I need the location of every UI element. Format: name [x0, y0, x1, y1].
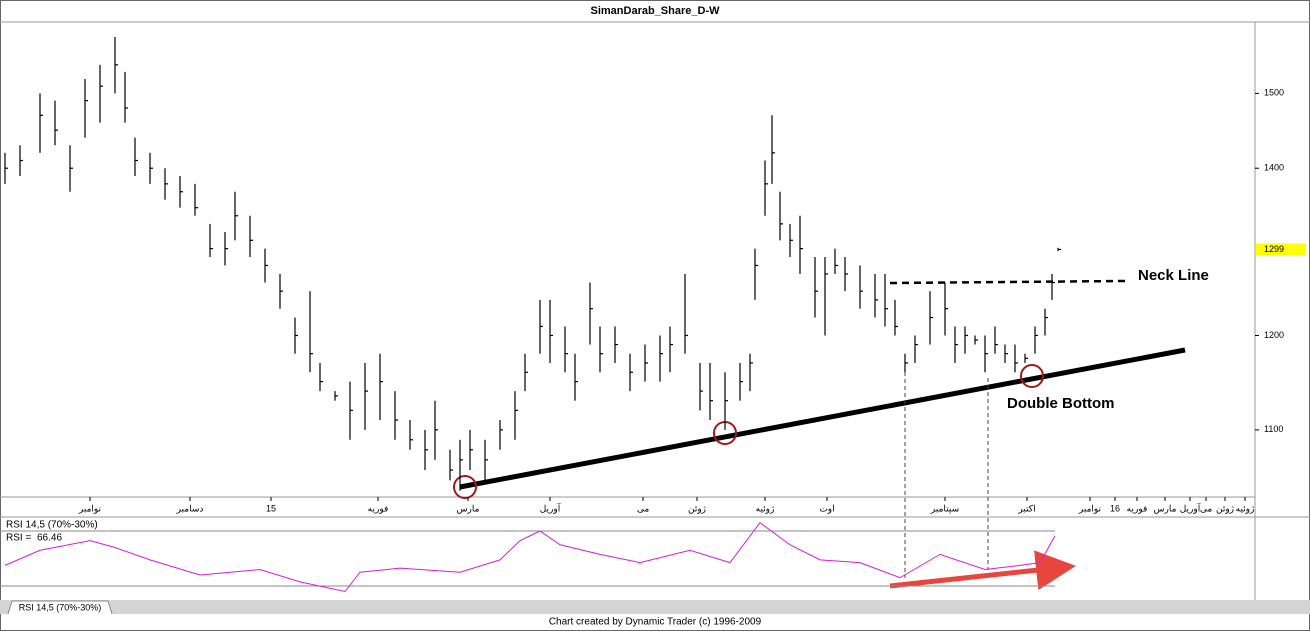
- x-tick-label: اوت: [819, 503, 834, 514]
- annotation: Neck Line: [1138, 267, 1209, 284]
- x-tick-label: آوریل: [540, 502, 561, 514]
- x-tick-label: مارس: [457, 503, 480, 514]
- x-tick-label: دسامبر: [176, 503, 204, 514]
- x-tick-label: 15: [266, 503, 276, 513]
- rsi-value: 66.46: [37, 533, 62, 544]
- x-tick-label: آوریل: [1180, 502, 1201, 514]
- y-tick-label: 1100: [1264, 424, 1283, 434]
- x-tick-label: می: [1200, 503, 1213, 513]
- x-tick-label: ژوئن: [1216, 503, 1234, 514]
- tab[interactable]: [7, 600, 113, 615]
- x-tick-label: سپتامبر: [930, 503, 959, 514]
- footer: Chart created by Dynamic Trader (c) 1996…: [549, 617, 762, 628]
- x-tick-label: ژوئیه: [1236, 503, 1255, 514]
- tab-strip: [0, 600, 1310, 614]
- y-tick-label: 1200: [1264, 330, 1284, 340]
- neck-line: [889, 279, 1126, 285]
- x-tick-label: می: [637, 503, 650, 513]
- tab-label[interactable]: RSI 14,5 (70%-30%): [19, 602, 102, 612]
- rsi-title: RSI 14,5 (70%-30%): [6, 520, 98, 531]
- chart-title: SimanDarab_Share_D-W: [591, 5, 721, 17]
- y-tick-label: 1500: [1264, 88, 1284, 98]
- bottom-circle: [1020, 364, 1044, 388]
- bottom-circle: [453, 475, 477, 499]
- last-price-label: 1299: [1264, 244, 1284, 254]
- x-tick-label: اکتبر: [1017, 503, 1035, 514]
- x-tick-label: مارس: [1154, 503, 1177, 514]
- annotation: Double Bottom: [1007, 395, 1114, 412]
- rsi-line: [4, 522, 1056, 593]
- x-tick-label: ژوئیه: [756, 503, 775, 514]
- x-tick-label: ژوئن: [688, 503, 706, 514]
- x-tick-label: نوامبر: [78, 503, 101, 514]
- x-tick-label: 16: [1110, 503, 1120, 513]
- divergence-arrow: [889, 550, 1076, 591]
- rsi-caption: RSI =: [6, 533, 31, 544]
- x-tick-label: فوریه: [368, 503, 389, 514]
- x-tick-label: فوریه: [1127, 503, 1148, 514]
- last-price-box: [1256, 243, 1306, 256]
- y-tick-label: 1400: [1264, 163, 1284, 173]
- x-tick-label: نوامبر: [1078, 503, 1101, 514]
- support-line: [459, 347, 1186, 490]
